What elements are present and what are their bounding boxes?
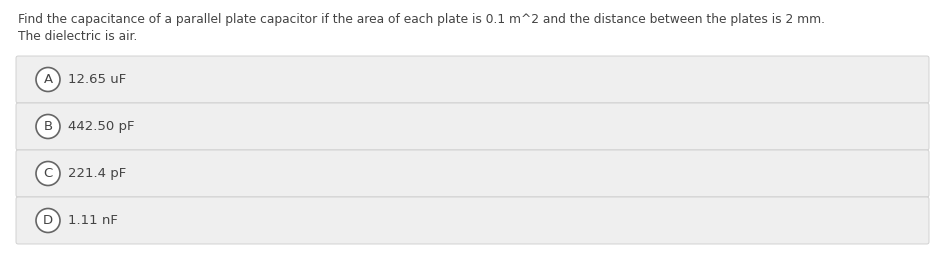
Text: C: C: [43, 167, 53, 180]
Circle shape: [36, 68, 59, 92]
Text: 12.65 uF: 12.65 uF: [68, 73, 126, 86]
Text: 221.4 pF: 221.4 pF: [68, 167, 126, 180]
Circle shape: [36, 115, 59, 139]
FancyBboxPatch shape: [16, 103, 928, 150]
Text: B: B: [43, 120, 53, 133]
Circle shape: [36, 208, 59, 232]
Circle shape: [36, 162, 59, 186]
FancyBboxPatch shape: [16, 150, 928, 197]
Text: 1.11 nF: 1.11 nF: [68, 214, 118, 227]
FancyBboxPatch shape: [16, 56, 928, 103]
Text: D: D: [42, 214, 53, 227]
Text: Find the capacitance of a parallel plate capacitor if the area of each plate is : Find the capacitance of a parallel plate…: [18, 13, 824, 26]
Text: A: A: [43, 73, 53, 86]
FancyBboxPatch shape: [16, 197, 928, 244]
Text: 442.50 pF: 442.50 pF: [68, 120, 134, 133]
Text: The dielectric is air.: The dielectric is air.: [18, 30, 137, 43]
